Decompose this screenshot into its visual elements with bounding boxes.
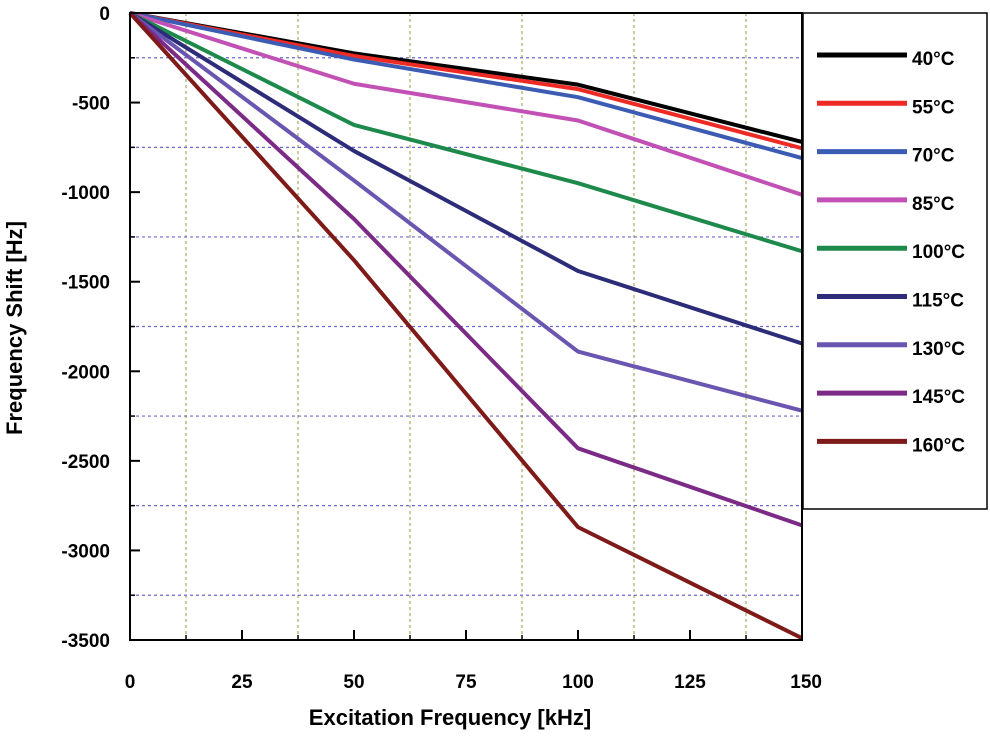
y-tick-label: -3500 <box>61 631 110 652</box>
y-tick-label: -1000 <box>61 183 110 204</box>
x-tick-label: 0 <box>125 672 136 693</box>
x-axis-title: Excitation Frequency [kHz] <box>309 705 591 730</box>
legend-label: 70°C <box>912 146 955 167</box>
y-tick-label: -500 <box>72 94 110 115</box>
y-tick-label: -2000 <box>61 362 110 383</box>
y-tick-label: -2500 <box>61 452 110 473</box>
y-tick-labels: 0 -500 -1000 -1500 -2000 -2500 -3000 -3500 <box>61 4 110 652</box>
x-tick-label: 75 <box>455 672 477 693</box>
x-tick-label: 125 <box>674 672 706 693</box>
legend-label: 115°C <box>912 291 964 312</box>
y-axis-title: Frequency Shift [Hz] <box>2 221 27 435</box>
x-tick-label: 25 <box>231 672 253 693</box>
x-tick-label: 50 <box>343 672 364 693</box>
legend-label: 145°C <box>912 387 965 408</box>
x-tick-label: 100 <box>562 672 594 693</box>
series-line <box>130 13 802 158</box>
legend-label: 85°C <box>912 194 955 215</box>
y-tick-label: -3000 <box>61 541 110 562</box>
legend-label: 40°C <box>912 49 955 70</box>
legend-label: 55°C <box>912 97 955 118</box>
chart: 0 25 50 75 100 125 150 0 -500 -1000 -1500 -2000 -25… <box>0 0 990 736</box>
series-lines <box>130 13 802 638</box>
legend-label: 130°C <box>912 339 965 360</box>
legend-label: 160°C <box>912 435 965 456</box>
legend-label: 100°C <box>912 242 965 263</box>
y-tick-label: -1500 <box>61 273 110 294</box>
legend: 40°C 55°C 70°C 85°C 100°C 115°C 130°C 145°C 160°… <box>803 13 987 509</box>
x-tick-label: 150 <box>790 672 822 693</box>
x-tick-labels: 0 25 50 75 100 125 150 <box>125 672 822 693</box>
y-tick-label: 0 <box>99 4 110 25</box>
